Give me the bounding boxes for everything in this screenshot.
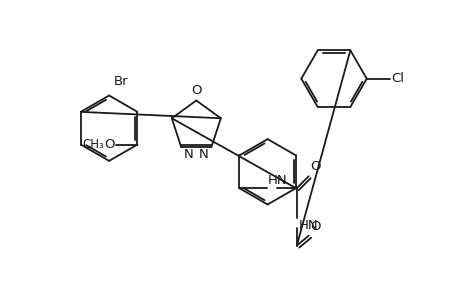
Text: O: O bbox=[310, 160, 320, 173]
Text: O: O bbox=[310, 220, 320, 233]
Text: CH₃: CH₃ bbox=[82, 138, 104, 151]
Text: Cl: Cl bbox=[391, 72, 403, 85]
Text: HN: HN bbox=[268, 174, 287, 187]
Text: O: O bbox=[104, 138, 114, 151]
Text: HN: HN bbox=[298, 219, 318, 232]
Text: N: N bbox=[198, 148, 208, 161]
Text: O: O bbox=[190, 85, 201, 98]
Text: Br: Br bbox=[114, 75, 129, 88]
Text: N: N bbox=[184, 148, 194, 161]
